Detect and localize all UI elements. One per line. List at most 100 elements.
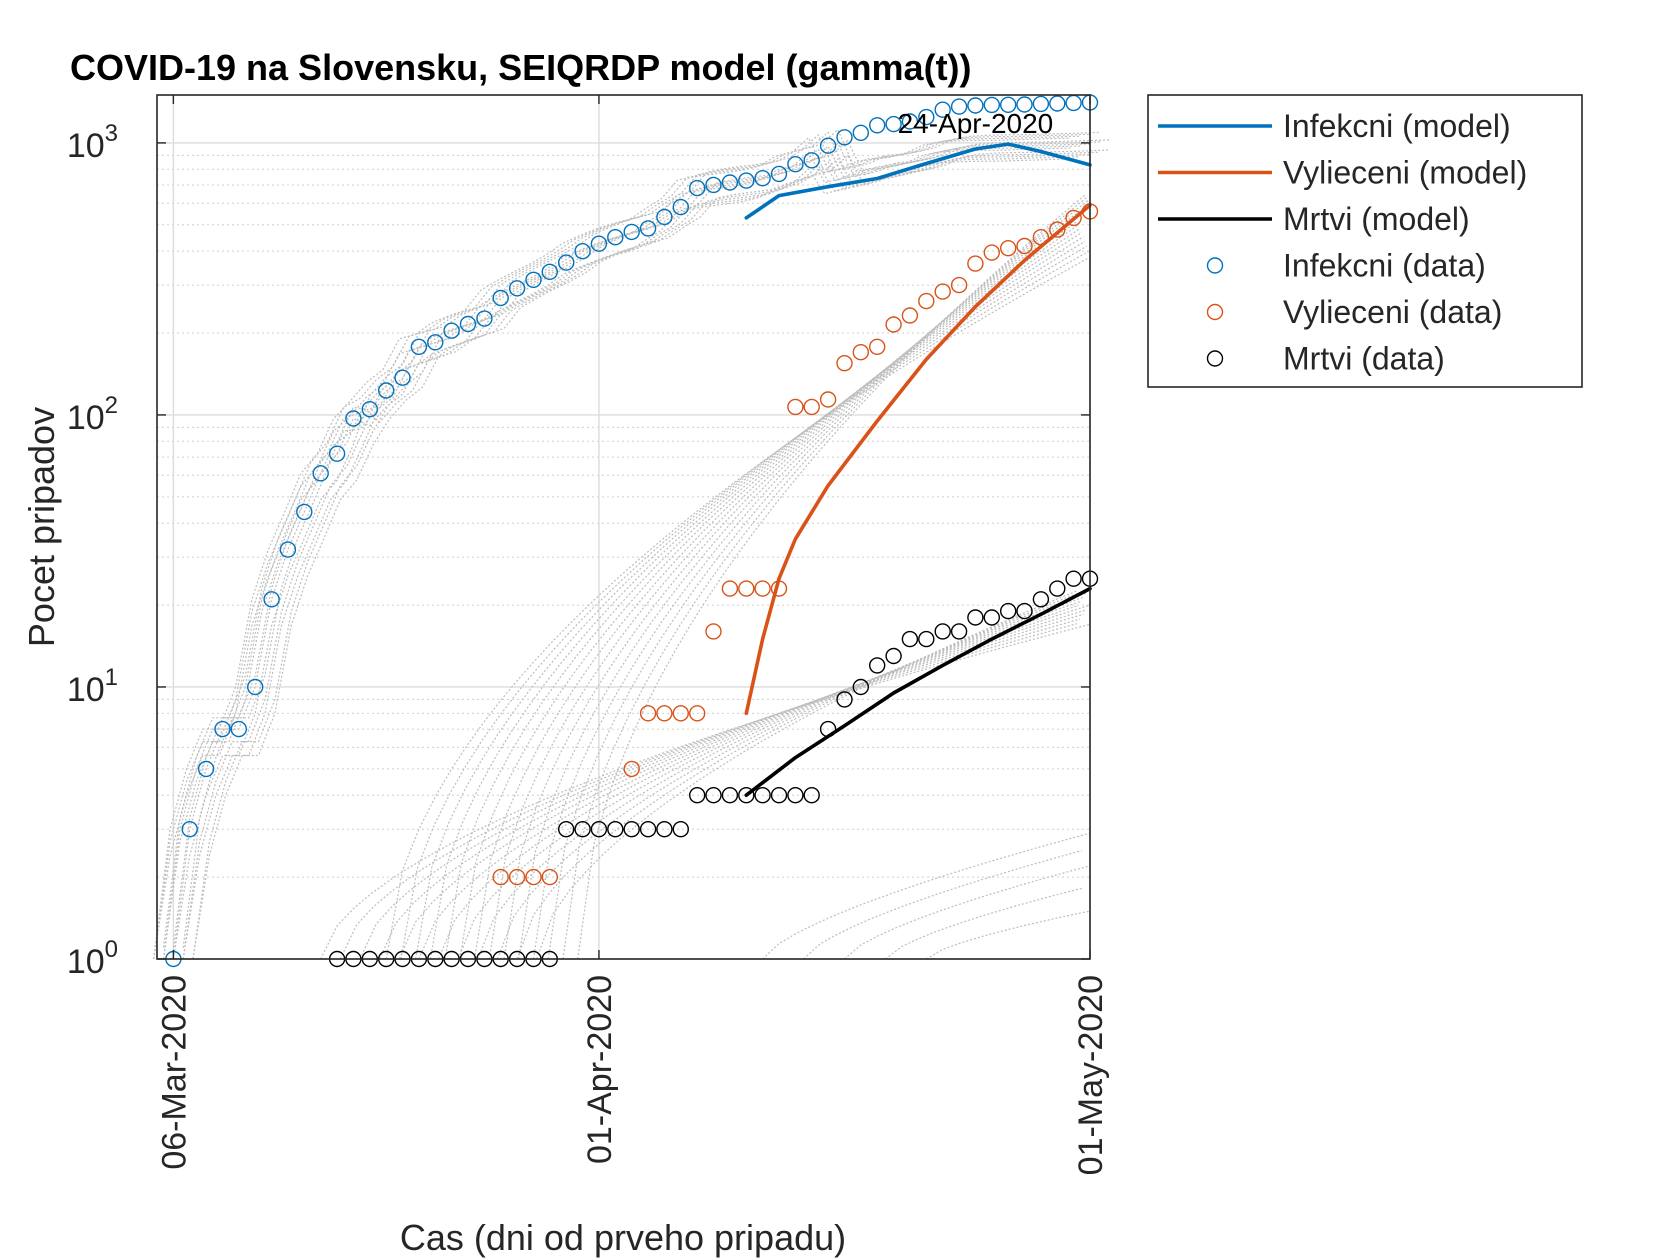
data-point-infected <box>574 242 591 260</box>
ensemble-curve-deaths <box>496 592 1087 960</box>
series-deaths-markers <box>328 570 1099 968</box>
x-tick-label: 06-Mar-2020 <box>155 975 193 1170</box>
data-point-recovered <box>1000 239 1017 257</box>
ensemble-curve-infected <box>162 133 1081 948</box>
data-point-recovered <box>885 316 902 333</box>
data-point-recovered <box>901 307 919 324</box>
ensemble-curve-infected <box>172 131 1091 960</box>
data-point-infected <box>410 338 428 355</box>
data-point-infected <box>754 169 771 187</box>
data-point-deaths <box>950 623 968 640</box>
ensemble-curve-low <box>803 850 1082 960</box>
ensemble-curve-low <box>844 865 1091 960</box>
ensemble-curve-deaths <box>516 588 1091 960</box>
series-recovered-markers <box>492 203 1099 886</box>
data-point-recovered <box>803 398 820 416</box>
data-point-infected <box>541 263 558 280</box>
data-point-infected <box>427 334 444 351</box>
data-point-deaths <box>672 821 689 838</box>
data-point-recovered <box>1065 209 1082 227</box>
data-point-deaths <box>901 630 919 648</box>
ensemble-curve-recovered <box>459 231 1083 960</box>
ensemble-curve-recovered <box>518 217 1076 960</box>
data-point-infected <box>476 310 493 327</box>
ensemble-curve-recovered <box>415 245 1088 960</box>
data-point-infected <box>214 720 231 738</box>
data-point-deaths <box>689 787 706 804</box>
data-point-deaths <box>885 647 902 665</box>
data-point-infected <box>1000 96 1017 114</box>
data-point-infected <box>443 322 460 339</box>
data-point-deaths <box>1000 602 1017 620</box>
data-point-infected <box>394 369 411 386</box>
legend-label: Mrtvi (data) <box>1283 341 1445 377</box>
data-point-infected <box>607 228 624 246</box>
data-point-deaths <box>1065 570 1082 587</box>
data-point-infected <box>639 220 657 237</box>
data-point-recovered <box>656 705 673 722</box>
x-tick-label: 01-May-2020 <box>1072 975 1110 1175</box>
ensemble-curve-recovered <box>400 250 1089 960</box>
ensemble-curve-recovered <box>547 199 1089 960</box>
data-point-infected <box>230 720 248 738</box>
data-point-infected <box>312 465 329 482</box>
ensemble-curve-recovered <box>532 202 1091 960</box>
data-point-recovered <box>541 868 558 886</box>
legend-label: Vylieceni (model) <box>1283 155 1527 191</box>
data-point-recovered <box>738 580 755 597</box>
data-point-infected <box>934 101 951 118</box>
ensemble-curve-low <box>762 832 1091 960</box>
y-tick-label: 101 <box>67 664 118 709</box>
data-point-infected <box>852 124 869 142</box>
data-point-recovered <box>672 705 689 722</box>
data-point-deaths <box>607 821 624 838</box>
data-point-recovered <box>934 283 951 300</box>
data-point-recovered <box>983 244 1000 261</box>
data-point-infected <box>361 401 378 418</box>
ensemble-curve-deaths <box>398 609 1087 960</box>
ensemble-curve-infected <box>162 156 1081 960</box>
data-point-infected <box>656 208 673 226</box>
ensemble-curve-deaths <box>437 605 1078 960</box>
data-point-infected <box>590 235 608 252</box>
ensemble-curve-deaths <box>457 601 1081 960</box>
data-point-deaths <box>770 787 788 804</box>
data-point-infected <box>181 821 198 838</box>
chart-title: COVID-19 na Slovensku, SEIQRDP model (ga… <box>70 47 972 88</box>
legend-marker-infected <box>1206 257 1224 274</box>
annotation-label: 24-Apr-2020 <box>898 108 1054 139</box>
series-infected-markers <box>165 94 1099 968</box>
x-axis-label: Cas (dni od prveho pripadu) <box>400 1217 846 1258</box>
ensemble-curve-infected <box>192 139 1110 960</box>
data-point-deaths <box>656 821 673 838</box>
data-point-recovered <box>770 580 788 597</box>
data-point-deaths <box>983 609 1000 626</box>
data-point-deaths <box>918 630 935 648</box>
series-line-infected <box>744 142 1092 220</box>
legend-label: Infekcni (data) <box>1283 248 1486 284</box>
y-tick-label: 100 <box>67 936 118 981</box>
ensemble-curve-recovered <box>444 236 1084 960</box>
data-point-deaths <box>639 821 657 838</box>
data-point-infected <box>1049 95 1066 112</box>
grid-minor <box>157 154 1090 878</box>
ensemble-curve-recovered <box>488 224 1079 960</box>
data-point-deaths <box>754 787 771 804</box>
data-point-infected <box>836 129 853 146</box>
data-point-deaths <box>1016 602 1033 620</box>
data-point-deaths <box>1032 591 1050 608</box>
ensemble-curve-infected <box>182 151 1100 948</box>
data-point-deaths <box>803 787 820 804</box>
data-point-deaths <box>852 678 869 696</box>
data-point-infected <box>869 117 886 134</box>
legend-marker-recovered <box>1206 303 1224 321</box>
data-point-infected <box>345 410 362 427</box>
legend-label: Vylieceni (data) <box>1283 294 1502 330</box>
data-point-infected <box>983 96 1000 114</box>
data-point-infected <box>492 289 509 307</box>
data-point-deaths <box>574 821 591 838</box>
y-tick-label: 103 <box>67 120 118 165</box>
ensemble-curve-infected <box>153 158 1071 960</box>
data-point-recovered <box>492 868 509 886</box>
data-point-recovered <box>836 355 853 372</box>
